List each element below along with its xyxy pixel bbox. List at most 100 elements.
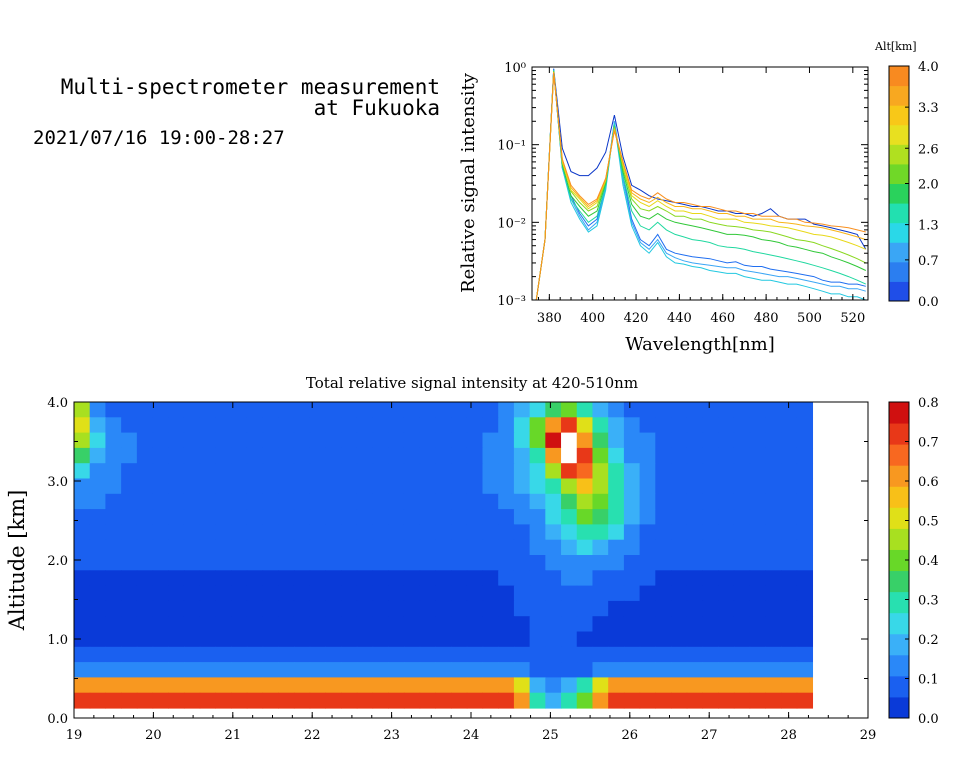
heatmap-cell xyxy=(341,432,358,449)
heatmap-cell xyxy=(136,447,154,464)
heatmap-cell xyxy=(466,616,484,633)
heatmap-cell xyxy=(74,432,91,449)
heatmap-cell xyxy=(183,524,201,541)
heatmap-cell xyxy=(482,509,499,525)
heatmap-cell xyxy=(278,447,295,464)
heatmap-cell xyxy=(671,478,688,495)
heatmap-cell xyxy=(702,493,719,510)
heatmap-cell xyxy=(199,646,216,663)
heatmap-cell xyxy=(262,539,279,556)
heatmap-cell xyxy=(199,478,216,495)
heatmap-cell xyxy=(388,447,405,464)
heatmap-cell xyxy=(199,447,216,464)
heatmap-cell xyxy=(372,555,389,571)
heatmap-cell xyxy=(372,417,389,434)
heatmap-cell xyxy=(466,432,484,449)
heatmap-cell xyxy=(246,616,264,633)
heatmap-cell xyxy=(655,524,672,541)
heatmap-cell xyxy=(451,402,468,418)
heatmap-cell xyxy=(341,585,358,602)
heatmap-cell xyxy=(403,432,421,449)
heatmap-y-tick-label: 4.0 xyxy=(47,396,68,411)
heatmap-x-tick-label: 19 xyxy=(66,728,83,743)
heatmap-cell xyxy=(215,646,232,663)
heatmap-cell xyxy=(592,662,609,678)
heatmap-cell xyxy=(121,646,138,663)
heatmap-cell xyxy=(529,493,546,510)
heatmap-cell xyxy=(419,616,436,633)
heatmap-cell xyxy=(655,692,672,709)
heatmap-cell xyxy=(278,616,295,633)
heatmap-cell xyxy=(545,585,562,602)
heatmap-cell xyxy=(435,539,452,556)
heatmap-cell xyxy=(482,524,499,541)
heatmap-cell xyxy=(372,631,389,648)
heatmap-cell xyxy=(89,432,107,449)
heatmap-cell xyxy=(278,585,295,602)
heatmap-cell xyxy=(372,509,389,525)
heatmap-cell xyxy=(576,616,594,633)
heatmap-cell xyxy=(372,402,389,418)
heatmap-cell xyxy=(356,555,374,571)
heatmap-cell xyxy=(121,478,138,495)
heatmap-cell xyxy=(623,631,641,648)
heatmap-cell xyxy=(372,524,389,541)
intensity-colorbar-cells xyxy=(889,402,909,719)
heatmap-cell xyxy=(608,631,625,648)
heatmap-cell xyxy=(435,402,452,418)
heatmap-cell xyxy=(466,631,484,648)
heatmap-cell xyxy=(466,524,484,541)
heatmap-cell xyxy=(403,600,421,617)
heatmap-cell xyxy=(325,417,342,434)
heatmap-cell xyxy=(655,555,672,571)
heatmap-cell xyxy=(702,432,719,449)
heatmap-cell xyxy=(749,616,766,633)
heatmap-cell xyxy=(231,432,248,449)
heatmap-cell xyxy=(639,662,656,678)
heatmap-cell xyxy=(152,570,169,587)
heatmap-cell xyxy=(702,509,719,525)
heatmap-cell xyxy=(262,478,279,495)
heatmap-cell xyxy=(482,539,499,556)
heatmap-cell xyxy=(152,539,169,556)
heatmap-cell xyxy=(733,463,751,480)
heatmap-cell xyxy=(671,493,688,510)
heatmap-cell xyxy=(105,662,122,678)
heatmap-cell xyxy=(309,616,326,633)
heatmap-cell xyxy=(183,555,201,571)
heatmap-cell xyxy=(513,662,531,678)
heatmap-cell xyxy=(702,402,719,418)
heatmap-cell xyxy=(278,555,295,571)
heatmap-cell xyxy=(686,509,704,525)
heatmap-cell xyxy=(765,662,782,678)
heatmap-cell xyxy=(733,402,751,418)
heatmap-cell xyxy=(765,600,782,617)
heatmap-cell xyxy=(513,417,531,434)
heatmap-cell xyxy=(215,631,232,648)
heatmap-cell xyxy=(435,463,452,480)
intensity-colorbar-tick-label: 0.0 xyxy=(918,712,939,727)
heatmap-cell xyxy=(105,585,122,602)
heatmap-cell xyxy=(388,631,405,648)
heatmap-cell xyxy=(293,662,311,678)
heatmap-cell xyxy=(168,677,185,694)
heatmap-cell xyxy=(168,417,185,434)
heatmap-cell xyxy=(403,646,421,663)
heatmap-cell xyxy=(262,493,279,510)
heatmap-cell xyxy=(513,555,531,571)
heatmap-cell xyxy=(466,402,484,418)
heatmap-cell xyxy=(733,692,751,709)
heatmap-cell xyxy=(325,539,342,556)
heatmap-cell xyxy=(513,509,531,525)
heatmap-cell xyxy=(183,463,201,480)
heatmap-cell xyxy=(718,509,735,525)
heatmap-cell xyxy=(152,555,169,571)
heatmap-cell xyxy=(545,509,562,525)
heatmap-cell xyxy=(545,478,562,495)
heatmap-x-tick-label: 28 xyxy=(780,728,797,743)
heatmap-cell xyxy=(576,570,594,587)
spectrum-x-tick-label: 460 xyxy=(710,311,735,326)
heatmap-cell xyxy=(388,539,405,556)
heatmap-cell xyxy=(246,662,264,678)
spectrum-series-4 xyxy=(535,70,867,301)
